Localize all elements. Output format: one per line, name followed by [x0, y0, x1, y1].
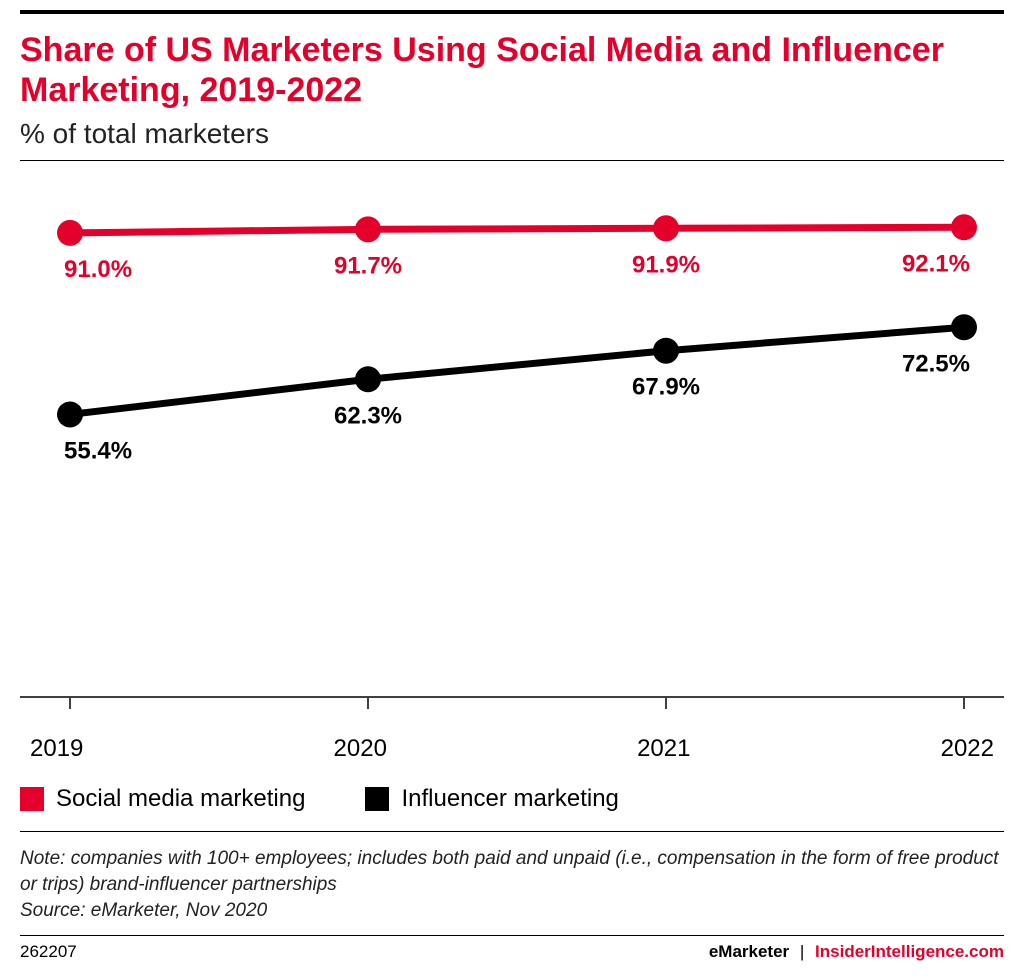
legend: Social media marketing Influencer market… [20, 785, 1004, 813]
footer-brand-right: InsiderIntelligence.com [815, 942, 1004, 961]
legend-swatch-social [20, 787, 44, 811]
footer-rule [20, 935, 1004, 936]
footer-brand: eMarketer | InsiderIntelligence.com [709, 942, 1004, 962]
x-label-2020: 2020 [334, 735, 387, 763]
title-rule [20, 160, 1004, 161]
x-axis-labels: 2019 2020 2021 2022 [20, 735, 1004, 763]
svg-text:91.9%: 91.9% [632, 252, 700, 279]
footer-row: 262207 eMarketer | InsiderIntelligence.c… [20, 942, 1004, 962]
top-rule [20, 10, 1004, 14]
note-line-1: Note: companies with 100+ employees; inc… [20, 846, 1004, 897]
chart-note: Note: companies with 100+ employees; inc… [20, 846, 1004, 923]
footer-id: 262207 [20, 942, 77, 962]
chart-subtitle: % of total marketers [20, 118, 1004, 150]
legend-label-influencer: Influencer marketing [401, 785, 618, 813]
svg-text:92.1%: 92.1% [902, 251, 970, 278]
svg-text:91.0%: 91.0% [64, 256, 132, 283]
svg-text:62.3%: 62.3% [334, 402, 402, 429]
chart-card: Share of US Marketers Using Social Media… [20, 10, 1004, 962]
svg-text:72.5%: 72.5% [902, 350, 970, 377]
legend-rule [20, 831, 1004, 832]
svg-text:67.9%: 67.9% [632, 374, 700, 401]
footer-brand-left: eMarketer [709, 942, 789, 961]
legend-label-social: Social media marketing [56, 785, 305, 813]
x-label-2021: 2021 [637, 735, 690, 763]
x-label-2019: 2019 [30, 735, 83, 763]
chart-title: Share of US Marketers Using Social Media… [20, 30, 1004, 110]
footer-sep: | [800, 942, 804, 961]
svg-text:91.7%: 91.7% [334, 253, 402, 280]
svg-text:55.4%: 55.4% [64, 438, 132, 465]
note-line-2: Source: eMarketer, Nov 2020 [20, 898, 1004, 924]
legend-item-influencer: Influencer marketing [365, 785, 618, 813]
chart-plot-area: 91.0% 91.7% 91.9% 92.1% 55.4% 62.3% 67.9% 72.5% [20, 167, 1004, 727]
legend-item-social: Social media marketing [20, 785, 305, 813]
line-chart-svg: 91.0% 91.7% 91.9% 92.1% 55.4% 62.3% 67.9% 72.5% [20, 167, 1004, 727]
legend-swatch-influencer [365, 787, 389, 811]
x-label-2022: 2022 [941, 735, 994, 763]
